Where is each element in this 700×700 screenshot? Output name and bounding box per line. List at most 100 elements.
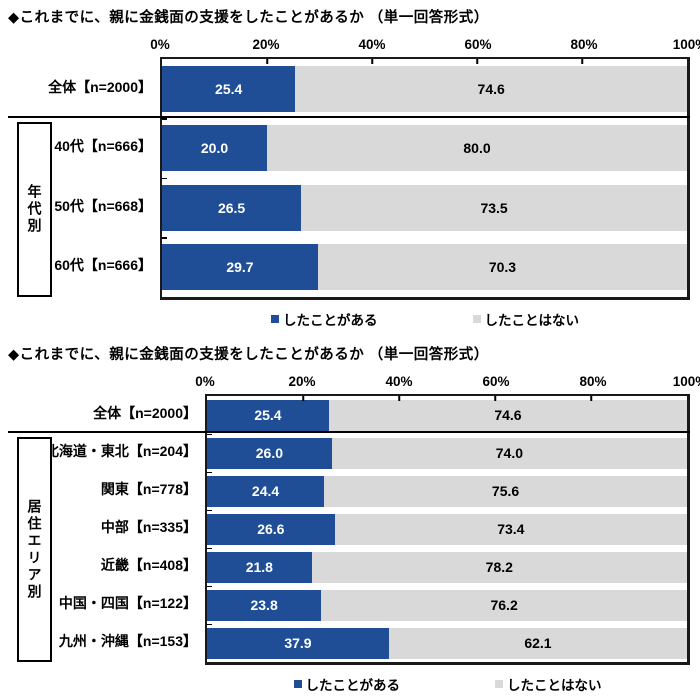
bar-value-yes: 37.9 [284, 635, 312, 651]
row-label: 関東【n=778】 [100, 481, 197, 497]
row-label: 40代【n=666】 [54, 138, 152, 155]
bar-segment-no: 78.2 [311, 551, 687, 583]
legend-label-yes: したことがある [305, 678, 401, 693]
bar-row: 26.0 74.0 [207, 434, 687, 473]
bar-value-yes: 23.8 [250, 597, 278, 613]
bar-value-yes: 26.0 [255, 445, 284, 461]
axis-tick-label: 20% [252, 37, 280, 52]
axis-tick-label: 20% [288, 374, 316, 389]
x-axis: 0% 20% 40% 60% 80% 100% [150, 37, 700, 54]
bar-segment-no: 74.0 [331, 437, 687, 469]
bar-value-no: 78.2 [485, 559, 513, 575]
bar-row: 25.4 74.6 [207, 396, 687, 435]
row-label: 中部【n=335】 [100, 519, 197, 535]
bar-segment-no: 73.4 [334, 513, 687, 545]
bar-value-yes: 29.7 [226, 259, 254, 276]
axis-tick-label: 100% [672, 37, 700, 52]
chart-body: 居住エリア別 全体【n=2000】 北海道・東北【n=204】 関東【n=778… [8, 394, 690, 665]
bar-segment-yes: 25.4 [207, 399, 329, 431]
bar-value-yes: 25.4 [215, 80, 243, 97]
bar-value-no: 80.0 [463, 140, 491, 157]
axis-tick-label: 60% [464, 37, 492, 52]
legend-label-no: したことはない [484, 313, 580, 328]
row-labels: 全体【n=2000】 北海道・東北【n=204】 関東【n=778】 中部【n=… [8, 394, 205, 665]
legend-item-no: したことはない [495, 674, 602, 694]
axis-tick-mark [371, 59, 373, 64]
legend-label-yes: したことがある [283, 313, 378, 328]
bar-segment-no: 80.0 [267, 125, 687, 172]
row-label: 近畿【n=408】 [100, 557, 197, 573]
axis-tick-label: 40% [385, 374, 413, 389]
axis-tick-mark [590, 396, 592, 401]
bar-value-no: 73.5 [480, 199, 508, 216]
legend-swatch-no [495, 680, 503, 688]
bar-value-yes: 26.6 [257, 521, 285, 537]
plot-area: 25.4 74.6 20.0 80.0 26.5 73.5 29.7 70.3 [160, 57, 690, 300]
bar-value-yes: 21.8 [245, 559, 273, 575]
legend-swatch-yes [271, 315, 279, 323]
chart-title: ◆これまでに、親に金銭面の支援をしたことがあるか （単一回答形式） [8, 347, 489, 363]
bar-segment-no: 62.1 [388, 627, 687, 659]
bar-value-yes: 26.5 [217, 199, 246, 216]
legend: したことがある したことはない [205, 674, 690, 694]
group-label: 居住エリア別 [26, 498, 43, 601]
row-label: 60代【n=666】 [54, 257, 152, 274]
chart-by-age: ◆これまでに、親に金銭面の支援をしたことがあるか （単一回答形式） 0% 20%… [8, 6, 700, 329]
axis-tick-label: 0% [195, 374, 215, 389]
axis-tick-label: 0% [150, 37, 170, 52]
legend-swatch-yes [293, 680, 302, 688]
bar-row: 20.0 80.0 [162, 119, 687, 179]
legend-item-yes: したことがある [271, 309, 378, 329]
bar-value-yes: 24.4 [251, 483, 280, 499]
bar-row: 23.8 76.2 [207, 586, 687, 625]
group-separator-line [8, 431, 690, 433]
bar-segment-no: 75.6 [324, 475, 687, 507]
legend-item-no: したことはない [472, 309, 580, 329]
bar-row: 21.8 78.2 [207, 548, 687, 587]
group-label-box: 居住エリア別 [17, 437, 52, 662]
axis-tick-mark [476, 59, 478, 64]
bar-value-no: 70.3 [488, 259, 517, 276]
bar-segment-no: 76.2 [321, 589, 687, 621]
legend: したことがある したことはない [160, 309, 690, 329]
bar-row: 37.9 62.1 [207, 624, 687, 662]
bar-segment-no: 73.5 [301, 184, 687, 231]
bar-value-no: 75.6 [491, 483, 520, 499]
bar-value-no: 74.0 [495, 445, 524, 461]
legend-item-yes: したことがある [293, 674, 401, 694]
bar-value-yes: 25.4 [254, 407, 282, 423]
bar-segment-yes: 21.8 [207, 551, 312, 583]
row-label: 全体【n=2000】 [48, 78, 152, 95]
group-label-box: 年代別 [17, 121, 52, 297]
bar-row: 29.7 70.3 [162, 238, 687, 298]
bar-value-yes: 20.0 [200, 140, 229, 157]
bar-row: 25.4 74.6 [162, 59, 687, 119]
chart-title: ◆これまでに、親に金銭面の支援をしたことがあるか （単一回答形式） [8, 10, 489, 26]
bar-value-no: 73.4 [497, 521, 525, 537]
chart-body: 年代別 全体【n=2000】 40代【n=666】 50代【n=668】 60代… [8, 57, 690, 300]
bar-row: 26.6 73.4 [207, 510, 687, 549]
bar-value-no: 62.1 [524, 635, 552, 651]
bar-segment-no: 74.6 [295, 65, 687, 112]
bar-segment-yes: 29.7 [162, 244, 318, 291]
axis-tick-mark [398, 396, 400, 401]
row-label: 中国・四国【n=122】 [58, 595, 197, 611]
axis-tick-label: 80% [579, 374, 607, 389]
row-labels: 全体【n=2000】 40代【n=666】 50代【n=668】 60代【n=6… [8, 57, 160, 300]
x-axis: 0% 20% 40% 60% 80% 100% [195, 374, 700, 391]
bar-value-no: 76.2 [490, 597, 518, 613]
axis-tick-label: 40% [358, 37, 386, 52]
bar-row: 24.4 75.6 [207, 472, 687, 511]
bar-value-no: 74.6 [494, 407, 522, 423]
bar-segment-yes: 23.8 [207, 589, 322, 621]
group-separator-line [8, 115, 690, 118]
chart-by-area: ◆これまでに、親に金銭面の支援をしたことがあるか （単一回答形式） 0% 20%… [8, 343, 700, 694]
bar-value-no: 74.6 [477, 80, 505, 97]
bar-segment-no: 74.6 [328, 399, 687, 431]
bar-segment-yes: 24.4 [207, 475, 325, 507]
bar-segment-yes: 25.4 [162, 65, 296, 112]
group-label: 年代別 [26, 183, 43, 235]
axis-tick-label: 80% [570, 37, 598, 52]
bar-segment-yes: 26.6 [207, 513, 335, 545]
row-label: 全体【n=2000】 [93, 405, 197, 421]
